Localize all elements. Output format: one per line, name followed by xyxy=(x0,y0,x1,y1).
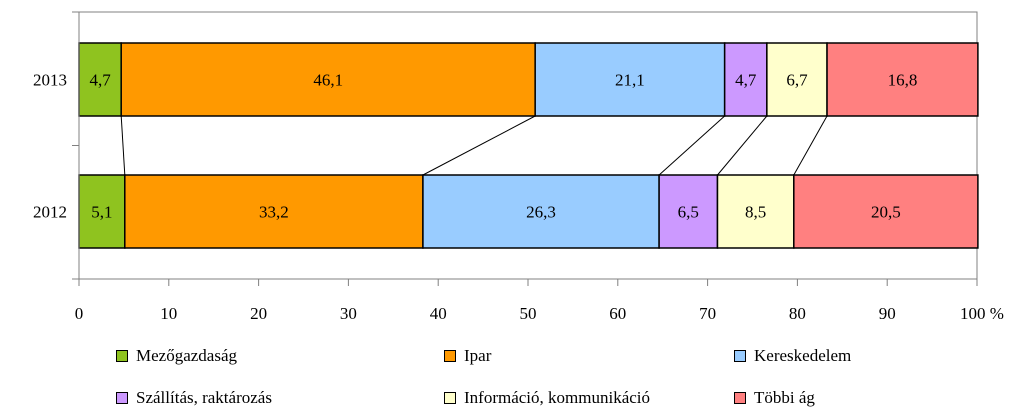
bar-segment xyxy=(658,174,719,249)
data-label: 21,1 xyxy=(615,71,645,90)
data-label: 46,1 xyxy=(313,71,343,90)
data-label: 20,5 xyxy=(871,203,901,222)
y-tick-label: 2012 xyxy=(33,203,67,222)
x-tick-label: 60 xyxy=(609,304,626,323)
x-tick-label: 40 xyxy=(430,304,447,323)
series-connector-line xyxy=(658,115,725,176)
y-tick-label: 2013 xyxy=(33,71,67,90)
x-tick-label: 30 xyxy=(340,304,357,323)
series-connector-line xyxy=(717,115,768,176)
data-label: 6,5 xyxy=(678,203,699,222)
data-label: 16,8 xyxy=(888,71,918,90)
x-tick-label: 80 xyxy=(789,304,806,323)
series-connector-line xyxy=(422,115,536,176)
bar-segment xyxy=(120,42,536,117)
x-tick-label: 50 xyxy=(520,304,537,323)
bar-segment xyxy=(826,42,979,117)
x-tick-label: 70 xyxy=(699,304,716,323)
bar-segment xyxy=(124,174,424,249)
x-tick-label: 20 xyxy=(250,304,267,323)
x-tick-label: 10 xyxy=(160,304,177,323)
bar-segment xyxy=(723,42,768,117)
x-tick-label: 100 % xyxy=(960,304,1004,323)
data-label: 4,7 xyxy=(89,71,111,90)
data-label: 5,1 xyxy=(91,203,112,222)
series-connector-line xyxy=(120,115,126,176)
data-label: 33,2 xyxy=(259,203,289,222)
bar-segment xyxy=(534,42,726,117)
data-label: 26,3 xyxy=(526,203,556,222)
bar-segment xyxy=(422,174,660,249)
data-label: 6,7 xyxy=(786,71,808,90)
x-tick-label: 90 xyxy=(879,304,896,323)
bar-segment xyxy=(793,174,979,249)
data-label: 8,5 xyxy=(745,203,766,222)
data-label: 4,7 xyxy=(735,71,757,90)
series-connector-line xyxy=(793,115,828,176)
x-tick-label: 0 xyxy=(75,304,84,323)
